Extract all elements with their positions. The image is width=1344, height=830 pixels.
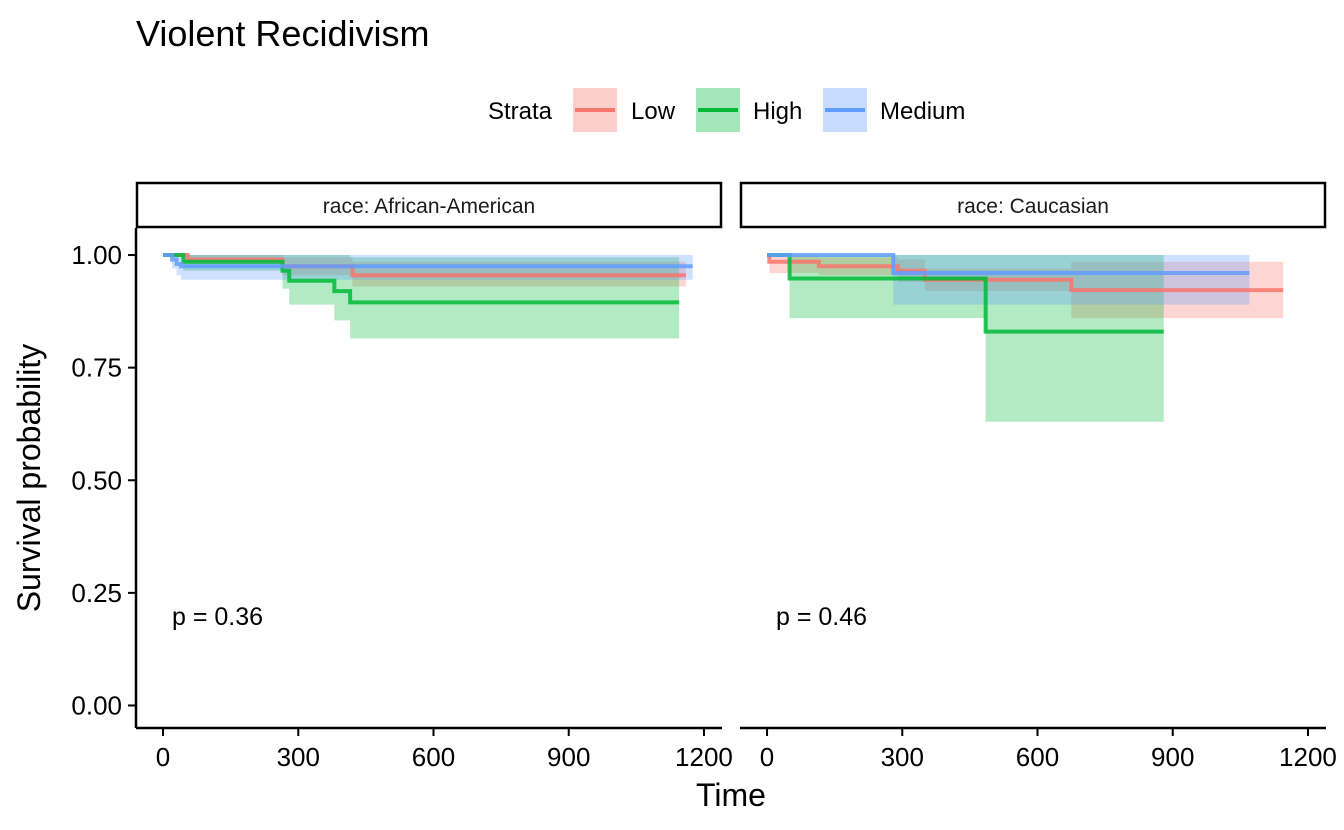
legend-entry-low: Low <box>573 88 676 132</box>
x-tick-label: 0 <box>156 742 170 772</box>
x-tick-label: 600 <box>412 742 455 772</box>
panel-1: race: African-American 0 300 600 900 1200 p = … <box>135 181 733 772</box>
panels: race: African-American 0 300 600 900 1200 p = … <box>135 181 1337 772</box>
survival-curve-high <box>163 253 680 305</box>
legend-label: Medium <box>880 98 965 125</box>
x-tick-label: 1200 <box>1279 742 1337 772</box>
x-tick-label: 900 <box>547 742 590 772</box>
x-tick-label: 0 <box>760 742 774 772</box>
y-tick-label: 1.00 <box>71 240 122 270</box>
y-tick-label: 0.00 <box>71 690 122 720</box>
legend-title: Strata <box>488 98 553 125</box>
x-tick-label: 300 <box>277 742 320 772</box>
legend-entry-high: High <box>696 88 802 132</box>
legend: Strata Low High Medium <box>488 88 965 132</box>
survival-curve-medium <box>767 253 1250 276</box>
y-axis: 0.00 0.25 0.50 0.75 1.00 <box>71 228 138 728</box>
panel-2: race: Caucasian 0 300 600 900 1200 p = 0.46 <box>739 181 1337 772</box>
ci-band-low <box>163 255 686 287</box>
chart-title: Violent Recidivism <box>136 13 429 54</box>
y-axis-title: Survival probability <box>11 344 47 613</box>
legend-label: Low <box>631 98 676 125</box>
x-tick-label: 600 <box>1016 742 1059 772</box>
y-tick-label: 0.50 <box>71 465 122 495</box>
strip-box <box>135 181 723 229</box>
legend-entry-medium: Medium <box>823 88 965 132</box>
y-tick-label: 0.75 <box>71 353 122 383</box>
x-tick-label: 900 <box>1151 742 1194 772</box>
strip-label: race: Caucasian <box>957 195 1109 218</box>
y-tick-label: 0.25 <box>71 578 122 608</box>
p-value-annotation: p = 0.46 <box>776 603 867 631</box>
x-tick-label: 1200 <box>675 742 733 772</box>
survival-curve-low <box>767 253 1284 293</box>
legend-label: High <box>753 98 802 125</box>
x-tick-label: 300 <box>881 742 924 772</box>
ci-band-high <box>767 255 1164 422</box>
strip-box <box>739 181 1327 229</box>
strip-label: race: African-American <box>323 195 535 218</box>
x-axis-title: Time <box>696 777 766 813</box>
survival-curve-medium <box>163 253 693 269</box>
p-value-annotation: p = 0.36 <box>172 603 263 631</box>
